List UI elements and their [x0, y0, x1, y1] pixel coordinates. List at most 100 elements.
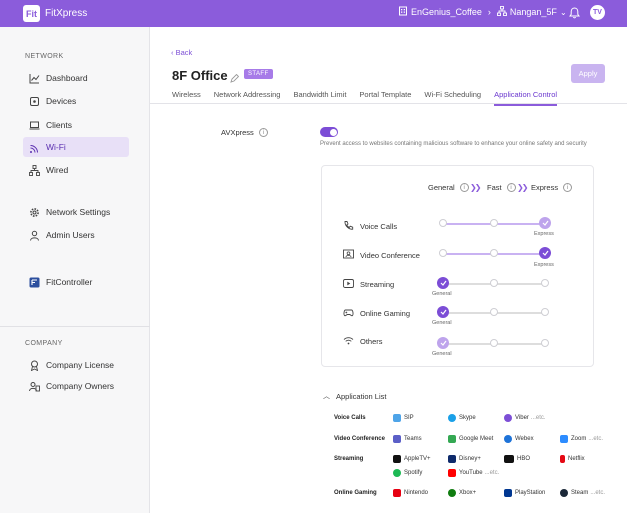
priority-dot-express[interactable] [541, 279, 549, 287]
priority-row-label: Others [343, 335, 383, 348]
tab-application-control[interactable]: Application Control [494, 90, 558, 106]
tab-wireless[interactable]: Wireless [172, 90, 201, 99]
sidebar-item-devices[interactable]: Devices [23, 91, 129, 111]
sidebar-item-label: Company Owners [46, 381, 115, 391]
double-arrow-icon: ❯❯ [517, 183, 528, 192]
priority-dot-express-selected[interactable] [539, 247, 551, 259]
level-express-header: Express i [531, 183, 573, 192]
priority-row-label: Voice Calls [343, 220, 397, 233]
google-meet-icon [448, 435, 456, 443]
sidebar-item-fitcontroller[interactable]: FitController [23, 272, 129, 292]
priority-dot-fast[interactable] [490, 279, 498, 287]
sip-icon [393, 414, 401, 422]
site-selector[interactable]: EnGenius_Coffee [411, 7, 482, 17]
app-skype: Skype [448, 414, 476, 422]
app-category-label: Online Gaming [334, 490, 377, 496]
sidebar-item-wifi[interactable]: Wi-Fi [23, 137, 129, 157]
app-logo: Fit [23, 5, 40, 22]
priority-card [321, 165, 594, 367]
priority-dot-general-selected[interactable] [437, 337, 449, 349]
priority-dot-express[interactable] [541, 308, 549, 316]
top-bar: Fit FitXpress EnGenius_Coffee › Nangan_5… [0, 0, 627, 27]
priority-dot-general[interactable] [439, 219, 447, 227]
sidebar-item-company-owners[interactable]: Company Owners [23, 376, 129, 396]
tab-portal-template[interactable]: Portal Template [359, 90, 412, 99]
steam-icon [560, 489, 568, 497]
priority-dot-fast[interactable] [490, 219, 498, 227]
sidebar [0, 27, 150, 513]
priority-dot-general-selected[interactable] [437, 277, 449, 289]
network-selector[interactable]: Nangan_5F [509, 7, 557, 17]
sidebar-item-label: Dashboard [46, 73, 88, 83]
award-icon [29, 360, 40, 371]
priority-dot-fast[interactable] [490, 339, 498, 347]
priority-dot-fast[interactable] [490, 308, 498, 316]
sidebar-item-admin-users[interactable]: Admin Users [23, 225, 129, 245]
app-nintendo: Nintendo [393, 489, 428, 497]
level-fast-header: Fast i [487, 183, 516, 192]
app-steam: Steam ...etc. [560, 489, 605, 497]
tab-network-addressing[interactable]: Network Addressing [213, 90, 281, 99]
priority-level-caption: General [432, 320, 452, 326]
brand[interactable]: Fit FitXpress [23, 5, 87, 22]
app-hbo: HBO [504, 455, 530, 463]
hbo-icon [504, 455, 514, 463]
skype-icon [448, 414, 456, 422]
app-spotify: Spotify [393, 469, 422, 477]
sidebar-item-dashboard[interactable]: Dashboard [23, 68, 129, 88]
teams-icon [393, 435, 401, 443]
info-icon[interactable]: i [459, 183, 469, 192]
sidebar-section-network: NETWORK [25, 53, 64, 60]
app-sip: SIP [393, 414, 414, 422]
network-icon [496, 6, 510, 18]
app-category-label: Video Conference [334, 436, 385, 442]
tab-bandwidth-limit[interactable]: Bandwidth Limit [293, 90, 347, 99]
sidebar-item-network-settings[interactable]: Network Settings [23, 202, 129, 222]
app-teams: Teams [393, 435, 422, 443]
building-icon [398, 6, 411, 18]
chevron-down-icon[interactable]: ⌄ [559, 7, 567, 17]
disney-icon [448, 455, 456, 463]
fitcontroller-icon [29, 277, 40, 288]
youtube-icon [448, 469, 456, 477]
sidebar-item-label: Company License [46, 360, 115, 370]
priority-row-label: Streaming [343, 278, 394, 291]
chart-icon [29, 73, 40, 84]
xbox-icon [448, 489, 456, 497]
priority-level-caption: General [432, 291, 452, 297]
priority-row-label: Online Gaming [343, 307, 410, 320]
application-list-toggle[interactable]: ︿ Application List [323, 391, 387, 401]
avatar[interactable]: TV [590, 5, 605, 20]
appletv-icon [393, 455, 401, 463]
priority-level-caption: General [432, 351, 452, 357]
priority-dot-fast[interactable] [490, 249, 498, 257]
tab-wifi-scheduling[interactable]: Wi-Fi Scheduling [424, 90, 482, 99]
laptop-icon [29, 120, 40, 131]
owners-icon [29, 381, 40, 392]
sidebar-item-wired[interactable]: Wired [23, 160, 129, 180]
bell-icon[interactable] [569, 6, 580, 24]
avxpress-toggle[interactable] [320, 127, 338, 137]
sidebar-divider [0, 326, 150, 327]
ssid-badge: STAFF [244, 69, 273, 79]
priority-dot-express[interactable] [541, 339, 549, 347]
info-icon[interactable]: i [563, 183, 573, 192]
info-icon[interactable]: i [506, 183, 516, 192]
pencil-icon[interactable] [230, 70, 240, 88]
site-breadcrumb: EnGenius_Coffee › Nangan_5F ⌄ [398, 6, 567, 18]
double-arrow-icon: ❯❯ [470, 183, 481, 192]
sidebar-item-label: Devices [46, 96, 77, 106]
priority-level-caption: Express [534, 262, 554, 268]
sidebar-item-company-license[interactable]: Company License [23, 355, 129, 375]
priority-dot-express-selected[interactable] [539, 217, 551, 229]
gamepad-icon [343, 307, 360, 320]
info-icon[interactable]: i [258, 128, 268, 137]
sidebar-item-clients[interactable]: Clients [23, 115, 129, 135]
priority-dot-general-selected[interactable] [437, 306, 449, 318]
apply-button[interactable]: Apply [571, 64, 605, 83]
app-youtube: YouTube ...etc. [448, 469, 499, 477]
nintendo-icon [393, 489, 401, 497]
wired-icon [29, 164, 40, 176]
back-link[interactable]: ‹ Back [171, 48, 193, 57]
priority-dot-general[interactable] [439, 249, 447, 257]
